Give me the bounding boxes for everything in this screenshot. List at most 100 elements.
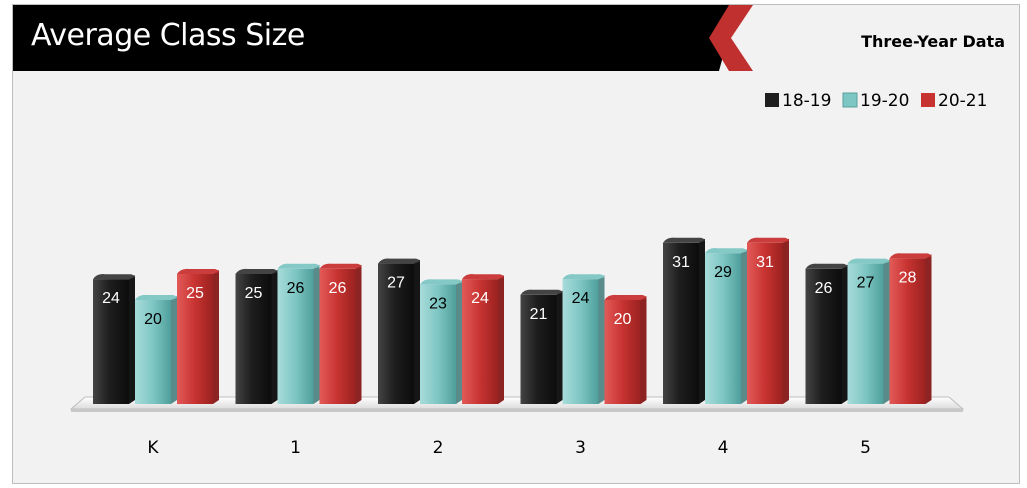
- data-label: 23: [429, 295, 447, 312]
- bar-side: [213, 270, 219, 404]
- bar-side: [456, 280, 462, 404]
- legend-swatch: [842, 92, 858, 108]
- data-label: 29: [714, 264, 732, 281]
- bar-front: [562, 279, 599, 404]
- bar-5-19-20: [847, 258, 890, 404]
- data-label: 31: [756, 254, 774, 271]
- bar-2-19-20: [420, 279, 462, 404]
- bar-side: [783, 238, 789, 404]
- bar-side: [841, 264, 848, 404]
- data-label: 24: [102, 290, 120, 307]
- bar-2-20-21: [462, 274, 504, 404]
- bar-front: [235, 274, 272, 404]
- header-bar: Average Class Size Three-Year Data: [13, 5, 1019, 71]
- bar-4-18-19: [663, 237, 705, 404]
- bar-side: [414, 259, 420, 404]
- bar-1-20-21: [319, 263, 362, 404]
- bar-2-18-19: [378, 258, 420, 404]
- legend-item-18-19: 18-19: [765, 91, 831, 111]
- bar-side: [498, 275, 504, 404]
- bar-K-20-21: [177, 268, 219, 404]
- data-label: 26: [329, 280, 347, 297]
- chart-slide: Average Class Size Three-Year Data 18-19…: [12, 4, 1020, 484]
- bar-K-19-20: [135, 294, 177, 404]
- legend-label: 19-20: [860, 91, 909, 111]
- bar-front: [604, 300, 641, 404]
- legend: 18-19 19-20 20-21: [765, 91, 987, 111]
- x-tick-label: K: [147, 438, 159, 458]
- chart-floor-edge: [71, 409, 963, 412]
- data-label: 20: [614, 311, 632, 328]
- bar-top: [93, 274, 135, 280]
- bar-4-19-20: [705, 248, 747, 404]
- page-title: Average Class Size: [31, 18, 305, 53]
- bar-front: [135, 300, 171, 404]
- bar-5-18-19: [805, 263, 848, 404]
- bar-front: [462, 279, 498, 404]
- bar-side: [741, 249, 747, 404]
- bar-front: [663, 242, 699, 404]
- bar-front: [277, 268, 314, 404]
- legend-swatch: [921, 93, 935, 107]
- bar-top: [889, 253, 932, 259]
- bar-front: [177, 274, 213, 404]
- data-label: 20: [144, 311, 162, 328]
- bar-3-20-21: [604, 294, 647, 404]
- bar-front: [805, 268, 842, 404]
- bar-top: [847, 258, 890, 264]
- bar-4-20-21: [747, 237, 789, 404]
- data-label: 24: [572, 290, 590, 307]
- bar-front: [705, 253, 741, 404]
- data-label: 25: [186, 285, 204, 302]
- bar-front: [520, 294, 557, 404]
- legend-swatch: [765, 93, 779, 107]
- bar-top: [135, 294, 177, 300]
- data-label: 27: [857, 275, 875, 292]
- x-tick-label: 4: [718, 438, 729, 458]
- legend-item-20-21: 20-21: [921, 91, 987, 111]
- legend-label: 20-21: [938, 91, 987, 111]
- data-label: 26: [815, 280, 833, 297]
- data-label: 27: [387, 275, 405, 292]
- bar-top: [177, 268, 219, 274]
- data-label: 21: [530, 306, 548, 323]
- bar-front: [889, 258, 926, 404]
- bar-front: [747, 242, 783, 404]
- x-tick-label: 3: [575, 438, 586, 458]
- legend-item-19-20: 19-20: [842, 91, 909, 111]
- bar-front: [378, 263, 414, 404]
- bar-side: [598, 275, 605, 404]
- data-label: 31: [672, 254, 690, 271]
- bar-front: [93, 279, 129, 404]
- bar-top: [462, 274, 504, 280]
- bar-top: [235, 268, 278, 274]
- bar-side: [271, 270, 278, 404]
- bar-top: [520, 289, 563, 295]
- bar-top: [604, 294, 647, 300]
- bar-top: [420, 279, 462, 285]
- page-subtitle: Three-Year Data: [861, 32, 1005, 51]
- bar-front: [847, 263, 884, 404]
- bar-side: [699, 238, 705, 404]
- bar-3-18-19: [520, 289, 563, 404]
- data-label: 26: [287, 280, 305, 297]
- x-tick-label: 1: [290, 438, 301, 458]
- x-tick-label: 5: [860, 438, 871, 458]
- legend-label: 18-19: [782, 91, 831, 111]
- bar-side: [883, 259, 890, 404]
- bar-top: [663, 237, 705, 243]
- header-black-band: [13, 5, 737, 71]
- bar-top: [378, 258, 420, 264]
- bar-top: [705, 248, 747, 254]
- bar-side: [355, 264, 362, 404]
- bar-1-18-19: [235, 268, 278, 404]
- bar-side: [925, 254, 932, 404]
- bar-5-20-21: [889, 253, 932, 404]
- data-label: 25: [245, 285, 263, 302]
- bar-side: [556, 290, 563, 404]
- header-red-chevron: [709, 5, 753, 71]
- bar-side: [129, 275, 135, 404]
- bar-side: [640, 296, 647, 404]
- bar-K-18-19: [93, 274, 135, 404]
- bar-front: [420, 284, 456, 404]
